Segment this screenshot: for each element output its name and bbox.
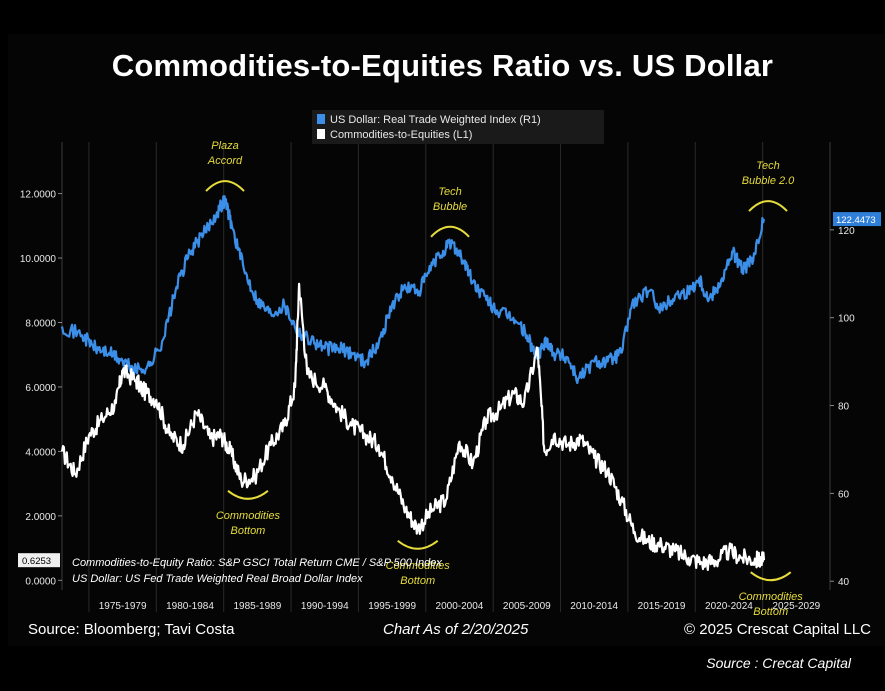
ratio-series-line — [60, 282, 766, 571]
x-tick-label: 2015-2019 — [638, 601, 686, 612]
annotation-cbottom3: Commodities Bottom — [739, 571, 804, 618]
x-tick-label: 1985-1989 — [233, 601, 281, 612]
annotation-label: Bottom — [231, 525, 266, 537]
ratio-last-value-label: 0.6253 — [22, 556, 51, 567]
ratio-last-value-tag — [18, 553, 60, 568]
annotation-label: Tech — [438, 186, 461, 198]
right-tick-label: 100 — [838, 314, 855, 325]
source-caption: Source : Crecat Capital — [706, 655, 851, 671]
annotation-arc — [205, 180, 245, 192]
annotation-arc — [430, 225, 470, 238]
right-tick-label: 80 — [838, 402, 850, 413]
x-tick-label: 2020-2024 — [705, 601, 753, 612]
dollar-last-value-tag — [833, 212, 881, 227]
annotation-label: Commodities — [386, 560, 451, 572]
annotation-cbottom2: Commodities Bottom — [386, 539, 451, 587]
annotation-tech2: Tech Bubble 2.0 — [742, 160, 795, 212]
annotation-arc — [397, 539, 439, 550]
x-tick-label: 2025-2029 — [772, 601, 820, 612]
annotation-label: Bubble — [433, 201, 467, 213]
footnote-dollar-definition: US Dollar: US Fed Trade Weighted Real Br… — [72, 573, 363, 585]
footer-chart-date: Chart As of 2/20/2025 — [383, 621, 529, 638]
dollar-series-line — [60, 195, 766, 385]
annotation-label: Commodities — [216, 510, 281, 522]
x-tick-label: 2005-2009 — [503, 601, 551, 612]
annotation-label: Tech — [756, 160, 779, 172]
legend-label-ratio: Commodities-to-Equities (L1) — [330, 129, 472, 141]
annotation-label: Bubble 2.0 — [742, 175, 795, 187]
left-tick-label: 10.0000 — [20, 254, 57, 265]
legend-swatch-dollar — [317, 114, 325, 124]
x-tick-label: 1980-1984 — [166, 601, 214, 612]
legend-swatch-ratio — [317, 129, 325, 139]
x-tick-label: 2010-2014 — [570, 601, 618, 612]
left-tick-label: 0.0000 — [25, 576, 56, 587]
left-tick-label: 8.0000 — [25, 318, 56, 329]
right-tick-label: 120 — [838, 226, 855, 237]
annotation-tech1: Tech Bubble — [430, 186, 470, 238]
legend: US Dollar: Real Trade Weighted Index (R1… — [312, 110, 604, 144]
left-tick-label: 12.0000 — [20, 190, 57, 201]
footer-copyright: © 2025 Crescat Capital LLC — [684, 621, 871, 638]
annotation-arc — [750, 571, 792, 582]
annotation-label: Bottom — [753, 606, 788, 618]
annotation-label: Bottom — [400, 575, 435, 587]
x-tick-label: 1995-1999 — [368, 601, 416, 612]
annotation-plaza: Plaza Accord — [205, 140, 245, 192]
legend-label-dollar: US Dollar: Real Trade Weighted Index (R1… — [330, 114, 541, 126]
footer-source: Source: Bloomberg; Tavi Costa — [28, 621, 235, 638]
left-tick-label: 6.0000 — [25, 383, 56, 394]
x-tick-label: 1990-1994 — [301, 601, 349, 612]
dollar-last-value-label: 122.4473 — [836, 215, 876, 226]
annotation-cbottom1: Commodities Bottom — [216, 490, 281, 537]
right-tick-label: 60 — [838, 489, 850, 500]
chart-title: Commodities-to-Equities Ratio vs. US Dol… — [111, 48, 774, 83]
left-tick-label: 4.0000 — [25, 447, 56, 458]
x-tick-label: 1975-1979 — [99, 601, 147, 612]
annotation-label: Plaza — [211, 140, 239, 152]
annotation-label: Accord — [207, 155, 243, 167]
annotation-arc — [748, 200, 788, 212]
right-tick-label: 40 — [838, 577, 850, 588]
left-tick-label: 2.0000 — [25, 512, 56, 523]
footnote-ratio-definition: Commodities-to-Equity Ratio: S&P GSCI To… — [72, 557, 442, 569]
legend-box — [312, 110, 604, 144]
x-tick-label: 2000-2004 — [436, 601, 484, 612]
annotation-arc — [227, 490, 269, 500]
annotation-label: Commodities — [739, 591, 804, 603]
